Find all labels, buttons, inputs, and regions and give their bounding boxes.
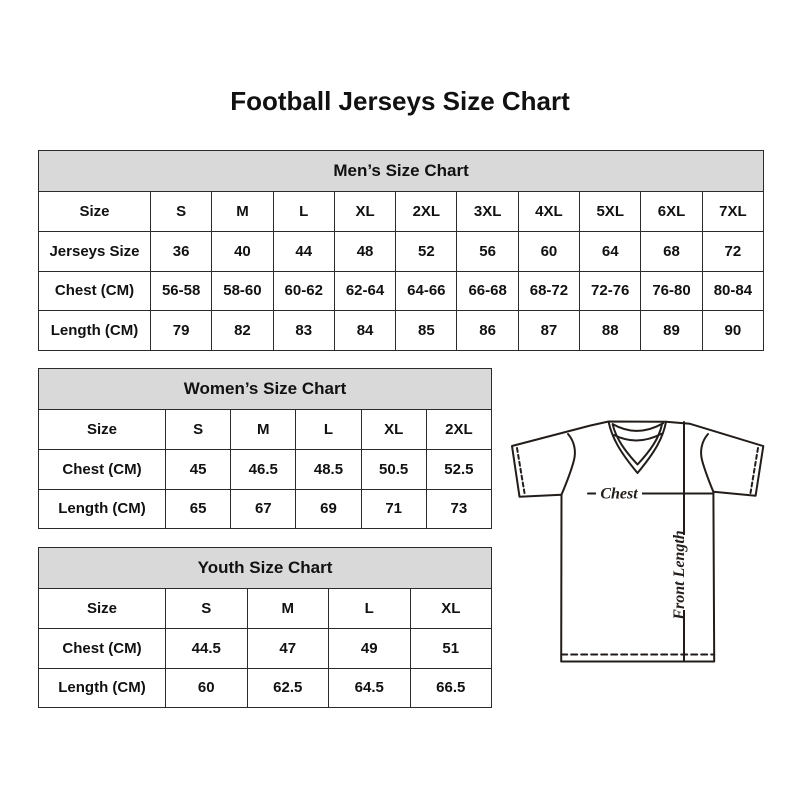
svg-text:Front Length: Front Length — [671, 530, 688, 620]
svg-text:Chest: Chest — [600, 486, 638, 503]
